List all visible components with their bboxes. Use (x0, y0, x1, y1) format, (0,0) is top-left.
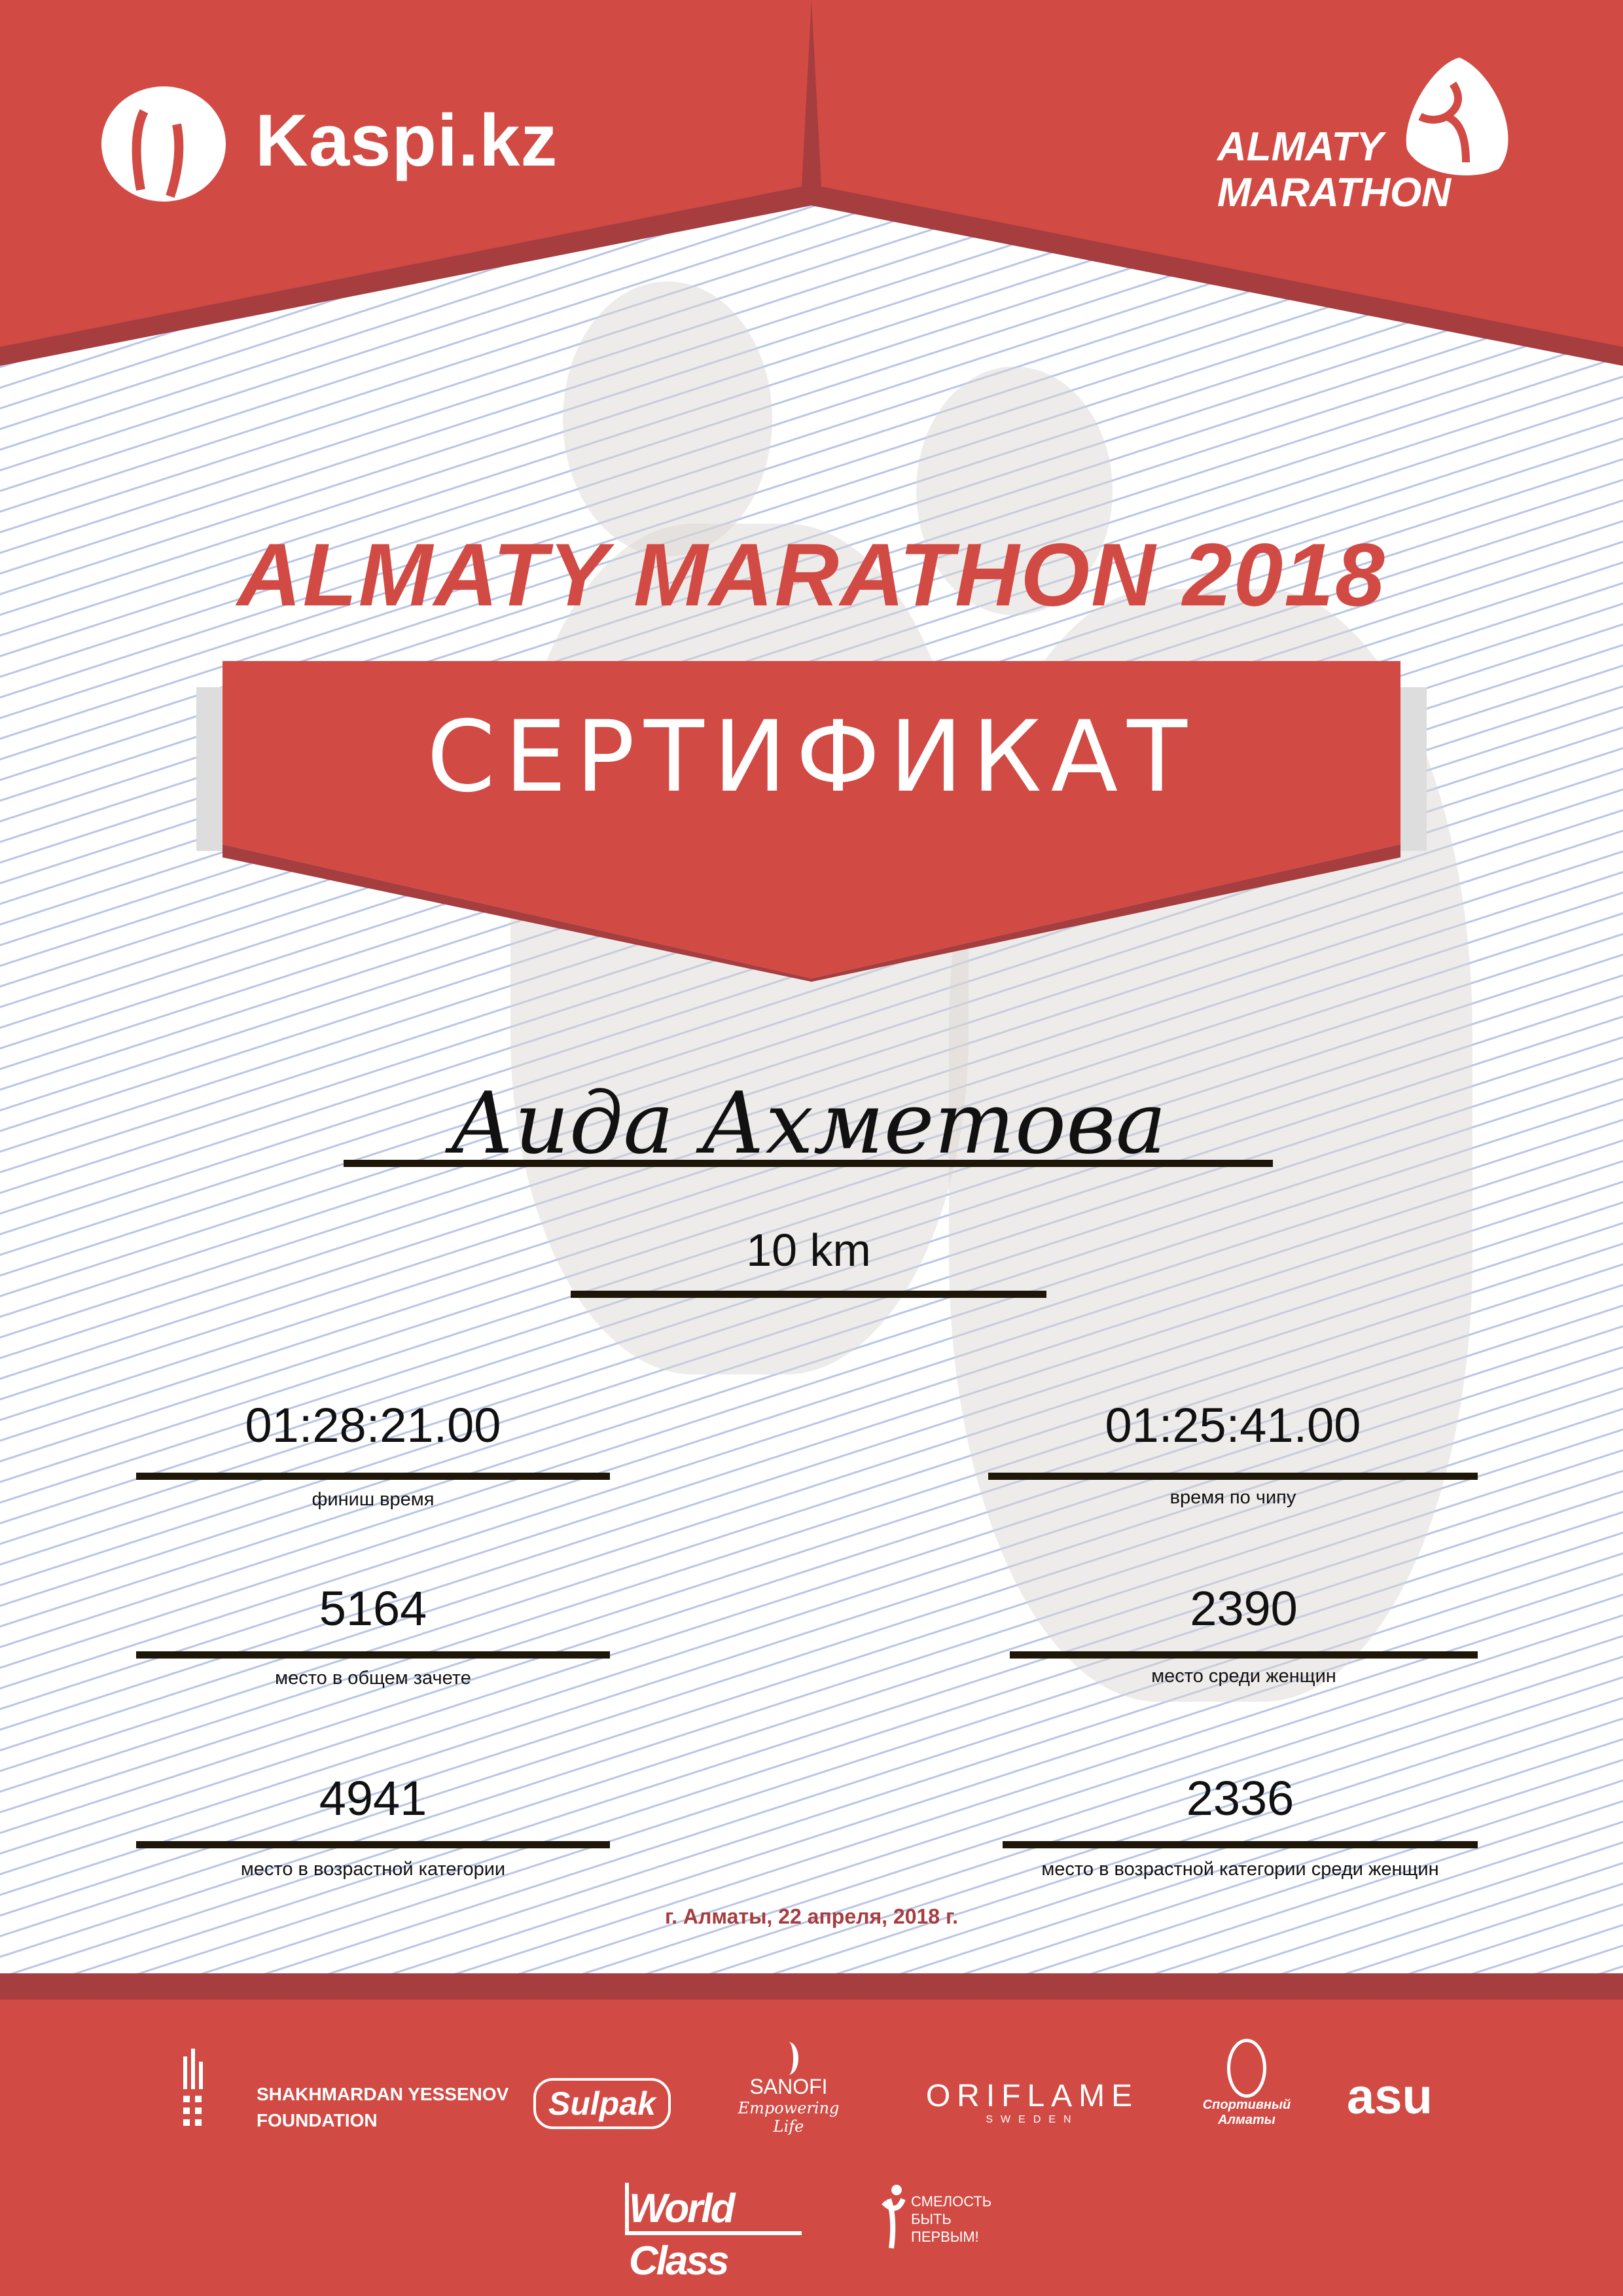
yessenov-foundation-text: SHAKHMARDAN YESSENOV FOUNDATION (257, 2081, 508, 2134)
sulpak-logo: Sulpak (533, 2078, 671, 2129)
overall-place-label: место в общем зачете (275, 1668, 471, 1689)
sport-almaty-emblem-icon (1227, 2039, 1266, 2098)
yessenov-line-2: FOUNDATION (257, 2110, 378, 2130)
logo-line-2: MARATHON (1217, 170, 1452, 215)
finish-time-label: финиш время (312, 1489, 435, 1510)
kaspi-icon (101, 86, 226, 202)
age-category-place-underline (136, 1841, 610, 1848)
women-place: 2390 (1190, 1581, 1298, 1636)
issue-date: г. Алматы, 22 апреля, 2018 г. (665, 1905, 958, 1928)
almaty-marathon-logo (1394, 58, 1525, 178)
certificate-banner (196, 661, 1427, 982)
smelost-line-1: СМЕЛОСТЬ (911, 2193, 992, 2210)
overall-place-underline (136, 1651, 610, 1659)
runner-icon (1406, 58, 1508, 175)
smelost-figure-icon (882, 2185, 906, 2249)
smelost-fund-text: СМЕЛОСТЬ БЫТЬ ПЕРВЫМ! (911, 2193, 991, 2246)
runner-photo-woman (916, 367, 1113, 615)
sport-almaty-text: Спортивный Алматы (1202, 2098, 1291, 2127)
oriflame-logo: ORIFLAME SWEDEN (923, 2078, 1142, 2126)
age-category-place: 4941 (319, 1771, 427, 1825)
sanofi-logo: SANOFI Empowering Life (726, 2042, 851, 2136)
header-chevron (0, 0, 1623, 366)
sanofi-text: SANOFI (749, 2075, 828, 2098)
chip-time: 01:25:41.00 (1105, 1398, 1361, 1452)
smelost-line-2: БЫТЬ (911, 2211, 952, 2227)
chip-time-label: время по чипу (1169, 1487, 1296, 1508)
smelost-fund-logo (870, 2166, 910, 2255)
certificate-heading: СЕРТИФИКАТ (427, 700, 1196, 814)
sanofi-tagline: Empowering Life (738, 2099, 840, 2136)
distance-underline (571, 1291, 1046, 1298)
sanofi-bird-icon (779, 2042, 798, 2075)
women-age-category-place: 2336 (1186, 1771, 1294, 1825)
almaty-marathon-wordmark: ALMATY MARATHON (1217, 124, 1451, 216)
yessenov-line-1: SHAKHMARDAN YESSENOV (257, 2084, 509, 2104)
sport-almaty-logo: Спортивный Алматы (1198, 2039, 1296, 2128)
event-title: ALMATY MARATHON 2018 (237, 525, 1386, 624)
kaspi-wordmark: Kaspi.kz (255, 99, 558, 181)
yessenov-icon (183, 2049, 203, 2126)
finish-time: 01:28:21.00 (245, 1398, 501, 1452)
oriflame-sub: SWEDEN (986, 2114, 1079, 2125)
oriflame-text: ORIFLAME (925, 2079, 1139, 2113)
kaspi-logo (98, 85, 229, 206)
chip-time-underline (988, 1473, 1478, 1480)
world-class-logo: World Class (625, 2183, 802, 2284)
footer-band (0, 1973, 1623, 2000)
participant-name: Аида Ахметова (450, 1073, 1167, 1173)
smelost-line-3: ПЕРВЫМ! (911, 2229, 979, 2245)
name-underline (344, 1160, 1273, 1167)
logo-line-1: ALMATY (1217, 124, 1383, 170)
runner-photo-man (563, 281, 772, 556)
finish-time-underline (136, 1473, 610, 1480)
yessenov-foundation-logo (182, 2049, 221, 2130)
overall-place: 5164 (319, 1581, 427, 1636)
women-age-category-place-label: место в возрастной категории среди женщи… (1041, 1859, 1439, 1880)
age-category-place-label: место в возрастной категории (240, 1859, 506, 1880)
women-age-category-place-underline (1003, 1841, 1478, 1848)
asu-logo: asu (1347, 2069, 1433, 2125)
women-place-label: место среди женщин (1151, 1666, 1336, 1687)
distance: 10 km (746, 1225, 871, 1276)
women-place-underline (1010, 1651, 1478, 1659)
partners-footer (0, 2000, 1623, 2296)
